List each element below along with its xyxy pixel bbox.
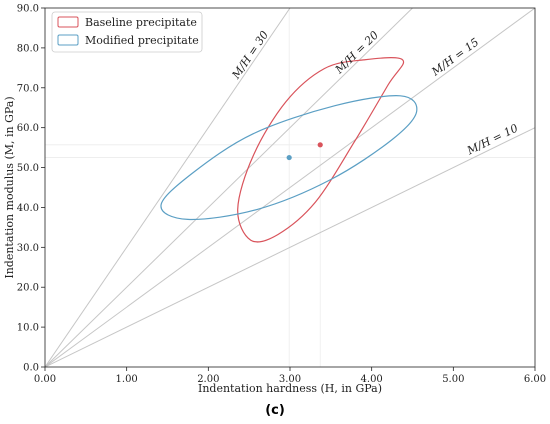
ratio-label: M/H = 10 <box>464 122 520 158</box>
legend-box <box>51 11 203 53</box>
ratio-line <box>45 8 413 367</box>
x-axis-label: Indentation hardness (H, in GPa) <box>198 382 382 395</box>
y-axis-label: Indentation modulus (M, in GPa) <box>3 96 16 278</box>
x-tick-label: 4.00 <box>361 374 383 385</box>
axis-ticks: 0.00 1.00 2.00 3.00 4.00 5.00 6.00 0.0 10.0 20.0 3… <box>17 4 546 386</box>
x-tick-label: 0.00 <box>34 374 56 385</box>
ratio-line <box>45 8 535 367</box>
mean-point-modified-precipitate <box>286 154 292 161</box>
legend-swatch <box>57 16 79 28</box>
x-tick-label: 1.00 <box>116 374 138 385</box>
x-tick-label: 5.00 <box>442 374 464 385</box>
y-tick-label: 0.0 <box>23 363 39 374</box>
ratio-label: M/H = 30 <box>229 29 271 82</box>
ratio-lines <box>45 8 535 367</box>
mean-points <box>286 142 323 161</box>
ratio-labels: M/H = 30 M/H = 20 M/H = 15 M/H = 10 <box>229 29 520 158</box>
x-tick-label: 6.00 <box>524 374 546 385</box>
mean-point-baseline-precipitate <box>317 142 323 148</box>
ellipse-modified-precipitate <box>160 95 418 221</box>
x-tick-label: 3.00 <box>279 374 301 385</box>
y-tick-label: 50.0 <box>17 163 39 174</box>
y-tick-label: 30.0 <box>17 243 39 254</box>
legend-label: Modified precipitate <box>85 34 199 47</box>
uncertainty-ellipses <box>160 57 418 243</box>
y-tick-label: 60.0 <box>17 123 39 134</box>
ratio-label: M/H = 20 <box>332 29 381 77</box>
panel-label: (c) <box>265 403 285 418</box>
legend-swatch <box>57 34 79 46</box>
y-tick-label: 70.0 <box>17 83 39 94</box>
y-tick-label: 40.0 <box>17 203 39 214</box>
x-tick-label: 2.00 <box>197 374 219 385</box>
ratio-line <box>45 127 535 367</box>
legend: Baseline precipitate Modified precipitate <box>51 11 203 53</box>
legend-label: Baseline precipitate <box>85 16 197 29</box>
y-tick-label: 20.0 <box>17 283 39 294</box>
y-tick-label: 80.0 <box>17 43 39 54</box>
ratio-label: M/H = 15 <box>429 36 482 79</box>
ellipse-baseline-precipitate <box>237 57 405 243</box>
y-tick-label: 90.0 <box>17 4 39 15</box>
y-tick-label: 10.0 <box>17 323 39 334</box>
ratio-line <box>45 8 291 367</box>
